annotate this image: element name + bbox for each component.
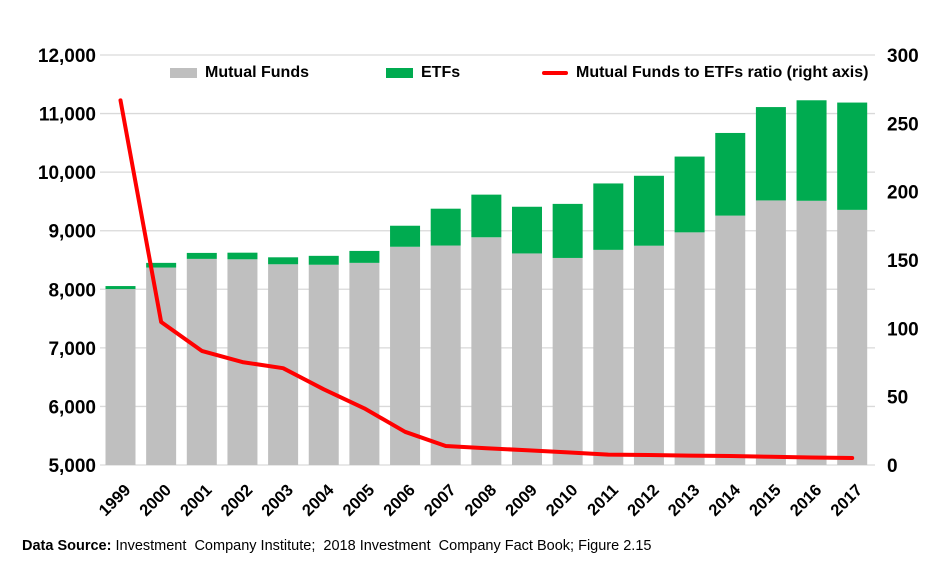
bar-mutual-funds-2003 [268, 264, 299, 465]
y-axis-right-tick-label: 250 [887, 114, 919, 135]
legend-item-mutual-funds: Mutual Funds [170, 64, 309, 82]
y-axis-left-tick-label: 11,000 [39, 105, 96, 126]
x-axis-label-2005: 2005 [340, 481, 379, 520]
bar-etfs-2016 [796, 100, 827, 201]
bar-etfs-2000 [146, 262, 177, 268]
data-source-line: Data Source: Investment Company Institut… [22, 538, 651, 554]
bar-etfs-2014 [715, 132, 746, 216]
bar-etfs-2012 [633, 175, 664, 246]
bar-mutual-funds-2009 [512, 253, 542, 465]
bar-etfs-2004 [308, 255, 339, 265]
bar-etfs-1999 [105, 286, 136, 290]
bar-etfs-2002 [227, 252, 258, 260]
y-axis-right-tick-label: 100 [887, 319, 919, 340]
y-axis-left-tick-label: 8,000 [48, 280, 96, 301]
x-axis-label-2015: 2015 [746, 481, 785, 520]
legend-label-ratio: Mutual Funds to ETFs ratio (right axis) [576, 64, 869, 81]
y-axis-left-tick-label: 10,000 [38, 163, 96, 184]
bar-mutual-funds-2016 [796, 200, 827, 465]
data-source-label: Data Source: [22, 538, 112, 554]
y-axis-left-tick-label: 5,000 [48, 456, 96, 477]
bar-etfs-2003 [268, 257, 299, 265]
x-axis-label-2013: 2013 [665, 481, 704, 520]
x-axis-label-2006: 2006 [380, 481, 419, 520]
bar-mutual-funds-2005 [349, 262, 380, 465]
bar-mutual-funds-2001 [186, 258, 217, 465]
legend-item-ratio: Mutual Funds to ETFs ratio (right axis) [542, 64, 868, 82]
bar-mutual-funds-2007 [430, 245, 461, 465]
mutual-funds-swatch-icon [170, 68, 197, 78]
bar-mutual-funds-2011 [593, 249, 624, 465]
bar-etfs-2010 [552, 203, 583, 258]
y-axis-right-tick-label: 200 [887, 183, 919, 204]
x-axis-label-2008: 2008 [461, 481, 500, 520]
x-axis-label-2000: 2000 [136, 481, 175, 520]
bar-etfs-2005 [349, 250, 380, 263]
bar-mutual-funds-2004 [308, 264, 339, 465]
bar-mutual-funds-2014 [715, 215, 746, 465]
bar-etfs-2011 [593, 183, 624, 250]
data-source-text: Investment Company Institute; 2018 Inves… [111, 538, 652, 554]
x-axis-label-2003: 2003 [258, 481, 297, 520]
bar-mutual-funds-2017 [837, 209, 868, 465]
x-axis-label-1999: 1999 [96, 481, 135, 520]
bar-mutual-funds-2008 [471, 237, 502, 465]
y-axis-left-tick-label: 6,000 [48, 397, 96, 418]
y-axis-left-tick-label: 9,000 [48, 222, 96, 243]
bar-mutual-funds-2012 [633, 245, 664, 465]
bar-mutual-funds-2013 [674, 232, 705, 465]
bar-etfs-2006 [390, 225, 421, 247]
x-axis-label-2017: 2017 [827, 481, 866, 520]
legend-label-etfs: ETFs [421, 64, 461, 81]
x-axis-label-2016: 2016 [787, 481, 826, 520]
y-axis-right-tick-label: 300 [887, 46, 919, 67]
x-axis-label-2012: 2012 [624, 481, 663, 520]
y-axis-left-tick-label: 7,000 [48, 339, 96, 360]
y-axis-right-tick-label: 50 [887, 388, 908, 409]
bar-etfs-2009 [512, 206, 542, 254]
bar-etfs-2017 [837, 102, 868, 210]
ratio-line [118, 98, 855, 460]
bar-etfs-2001 [186, 252, 217, 259]
bar-etfs-2013 [674, 156, 705, 233]
x-axis-label-2014: 2014 [705, 481, 744, 520]
x-axis-label-2004: 2004 [299, 481, 338, 520]
bar-etfs-2008 [471, 194, 502, 238]
bar-mutual-funds-2006 [390, 246, 421, 465]
ratio-line-swatch-icon [542, 71, 568, 75]
bar-mutual-funds-2010 [552, 257, 583, 465]
x-axis-label-2010: 2010 [543, 481, 582, 520]
etfs-swatch-icon [386, 68, 413, 78]
legend-label-mutual-funds: Mutual Funds [205, 64, 309, 81]
y-axis-right-tick-label: 150 [887, 251, 919, 272]
x-axis-label-2007: 2007 [421, 481, 460, 520]
y-axis-right-tick-label: 0 [887, 456, 898, 477]
x-axis-label-2011: 2011 [584, 481, 622, 519]
x-axis-label-2002: 2002 [218, 481, 257, 520]
legend-item-etfs: ETFs [386, 64, 460, 82]
bar-etfs-2007 [430, 208, 461, 246]
y-axis-left-tick-label: 12,000 [38, 46, 96, 67]
bar-mutual-funds-2015 [755, 200, 786, 465]
bar-mutual-funds-1999 [105, 289, 136, 465]
x-axis-label-2001: 2001 [177, 481, 216, 520]
bar-etfs-2015 [755, 107, 786, 201]
bar-mutual-funds-2000 [146, 267, 177, 465]
x-axis-label-2009: 2009 [502, 481, 541, 520]
